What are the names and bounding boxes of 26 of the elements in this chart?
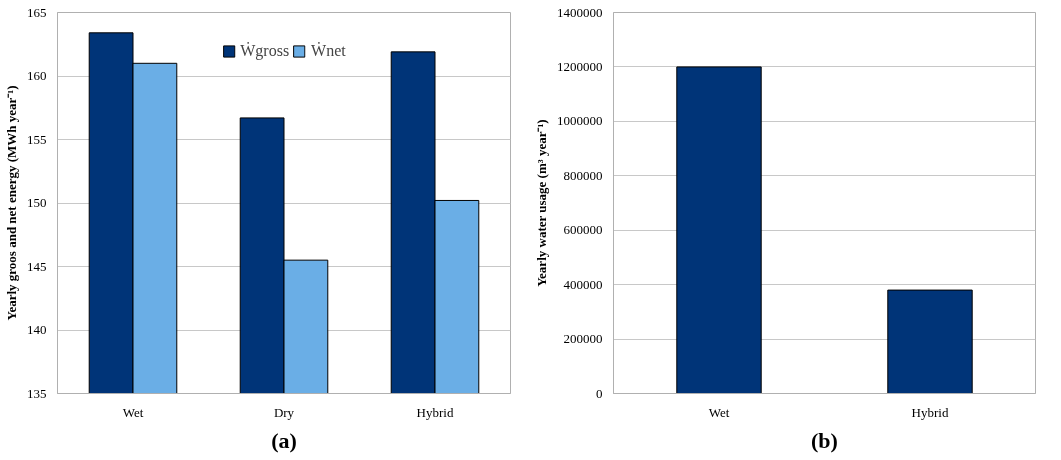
y-tick-label: 155 [27,131,47,147]
x-tick-label: Wet [708,404,730,420]
y-tick-label: 135 [27,385,47,401]
y-tick-label: 400000 [563,276,603,292]
y-tick-label: 1000000 [557,113,603,129]
y-axis-title: Yearly water usage (m³ year⁻¹) [534,119,549,287]
y-tick-label: 800000 [563,167,603,183]
x-tick-label: Hybrid [416,404,454,420]
x-tick-label: Dry [273,404,295,420]
x-axis-title: (b) [811,427,838,453]
x-tick-label: Hybrid [911,404,949,420]
x-tick-label: Wet [122,404,144,420]
y-tick-label: 165 [27,4,47,20]
y-tick-label: 1400000 [557,4,603,20]
legend-label: Ẇnet [311,42,346,60]
y-tick-label: 145 [27,258,47,274]
y-tick-label: 600000 [563,222,603,238]
y-tick-label: 150 [27,195,47,210]
y-tick-label: 1200000 [557,58,603,74]
y-tick-label: 160 [27,68,47,83]
legend-label: Ẇgross [240,42,290,60]
y-tick-label: 140 [27,322,47,337]
y-axis-title: Yearly groos and net energy (MWh year⁻¹) [4,85,19,321]
y-tick-label: 200000 [563,331,603,347]
y-tick-label: 0 [596,385,603,401]
x-axis-title: (a) [271,427,297,453]
